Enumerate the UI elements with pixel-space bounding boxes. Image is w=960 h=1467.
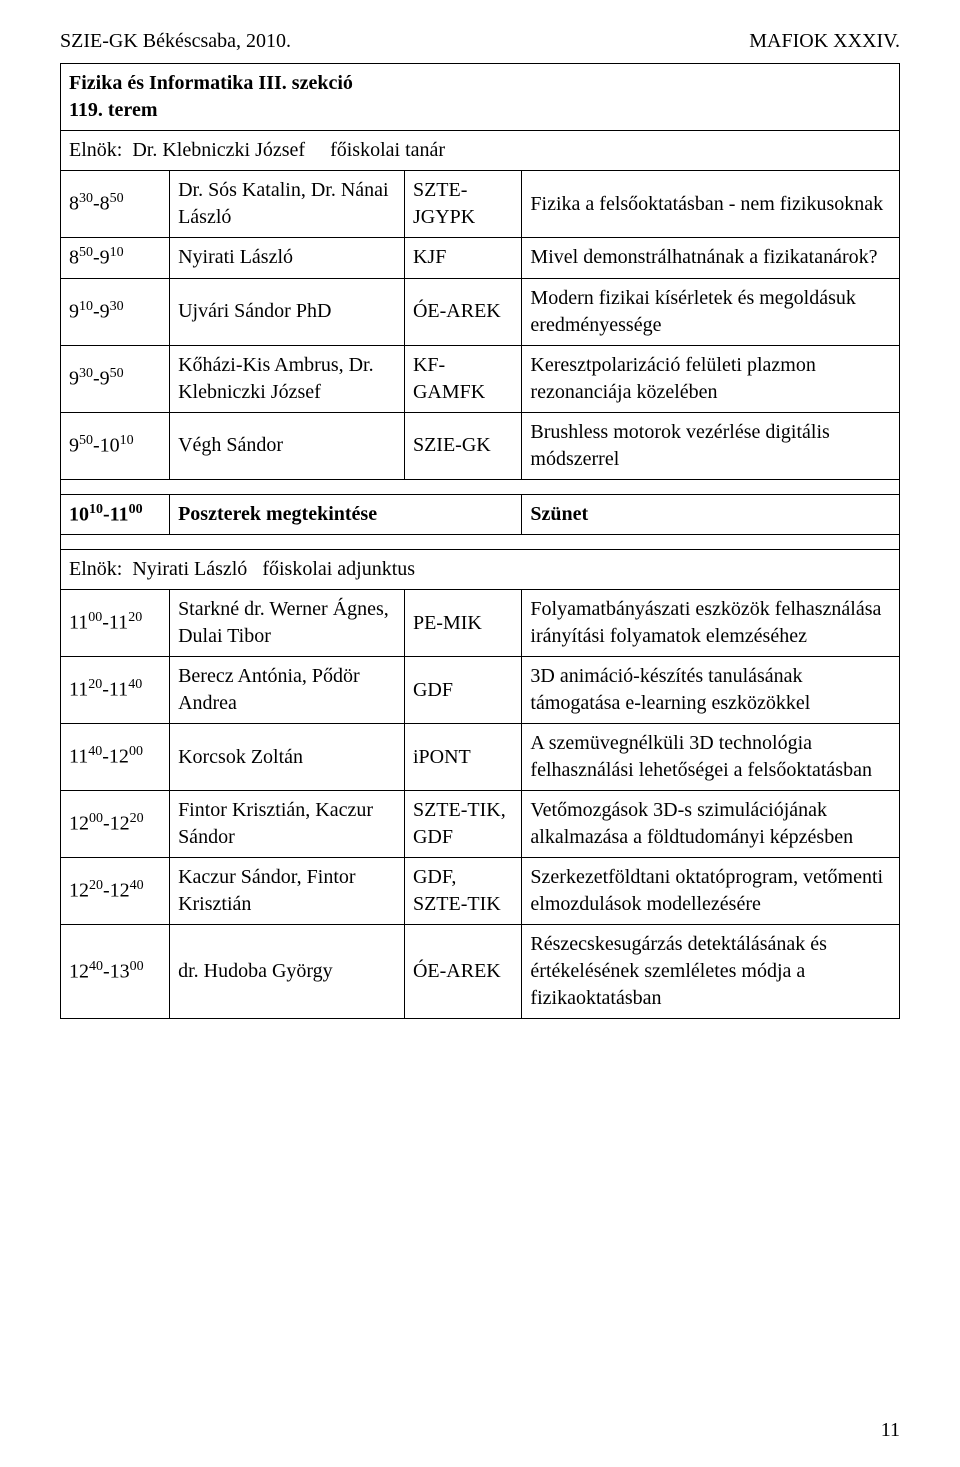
institution-cell: SZTE-TIK, GDF bbox=[404, 791, 521, 858]
time-cell: 830-850 bbox=[61, 171, 170, 238]
presenter-cell: Ujvári Sándor PhD bbox=[170, 278, 405, 345]
table-row: 930-950Kőházi-Kis Ambrus, Dr. Klebniczki… bbox=[61, 345, 900, 412]
time-cell: 930-950 bbox=[61, 345, 170, 412]
table-row: 1240-1300dr. Hudoba GyörgyÓE-AREKRészecs… bbox=[61, 925, 900, 1019]
page-header: SZIE-GK Békéscsaba, 2010. MAFIOK XXXIV. bbox=[60, 30, 900, 53]
institution-cell: ÓE-AREK bbox=[404, 278, 521, 345]
topic-cell: Szerkezetföldtani oktatóprogram, vetőmen… bbox=[522, 858, 900, 925]
table-row: 1200-1220Fintor Krisztián, Kaczur Sándor… bbox=[61, 791, 900, 858]
table-row: 1140-1200Korcsok ZoltániPONTA szemüvegné… bbox=[61, 724, 900, 791]
chair1-name: Dr. Klebniczki József bbox=[132, 139, 305, 161]
time-cell: 1120-1140 bbox=[61, 657, 170, 724]
institution-cell: SZTE-JGYPK bbox=[404, 171, 521, 238]
header-left: SZIE-GK Békéscsaba, 2010. bbox=[60, 30, 291, 53]
break-status: Szünet bbox=[522, 494, 900, 535]
table-row: 850-910Nyirati LászlóKJFMivel demonstrál… bbox=[61, 238, 900, 279]
table-row: 1100-1120Starkné dr. Werner Ágnes, Dulai… bbox=[61, 590, 900, 657]
presenter-cell: dr. Hudoba György bbox=[170, 925, 405, 1019]
topic-cell: Brushless motorok vezérlése digitális mó… bbox=[522, 412, 900, 479]
header-right: MAFIOK XXXIV. bbox=[749, 30, 900, 53]
topic-cell: Részecskesugárzás detektálásának és érté… bbox=[522, 925, 900, 1019]
chair-row-1: Elnök: Dr. Klebniczki József főiskolai t… bbox=[61, 131, 900, 171]
topic-cell: Fizika a felsőoktatásban - nem fizikusok… bbox=[522, 171, 900, 238]
presenter-cell: Korcsok Zoltán bbox=[170, 724, 405, 791]
time-cell: 1140-1200 bbox=[61, 724, 170, 791]
break-label: Poszterek megtekintése bbox=[170, 494, 522, 535]
institution-cell: GDF, SZTE-TIK bbox=[404, 858, 521, 925]
topic-cell: Folyamatbányászati eszközök felhasználás… bbox=[522, 590, 900, 657]
presenter-cell: Dr. Sós Katalin, Dr. Nánai László bbox=[170, 171, 405, 238]
table-row: 1120-1140Berecz Antónia, Pődör AndreaGDF… bbox=[61, 657, 900, 724]
time-cell: 850-910 bbox=[61, 238, 170, 279]
chair-row-2: Elnök: Nyirati László főiskolai adjunktu… bbox=[61, 550, 900, 590]
topic-cell: Vetőmozgások 3D-s szimulációjának alkalm… bbox=[522, 791, 900, 858]
table-row: 950-1010Végh SándorSZIE-GKBrushless moto… bbox=[61, 412, 900, 479]
topic-cell: Mivel demonstrálhatnának a fizikatanárok… bbox=[522, 238, 900, 279]
topic-cell: A szemüvegnélküli 3D technológia felhasz… bbox=[522, 724, 900, 791]
time-cell: 950-1010 bbox=[61, 412, 170, 479]
chair1-role: főiskolai tanár bbox=[330, 139, 445, 161]
time-cell: 1220-1240 bbox=[61, 858, 170, 925]
break-row: 1010-1100 Poszterek megtekintése Szünet bbox=[61, 494, 900, 535]
presenter-cell: Kőházi-Kis Ambrus, Dr. Klebniczki József bbox=[170, 345, 405, 412]
chair2-prefix: Elnök: bbox=[69, 558, 122, 580]
table-row: 910-930Ujvári Sándor PhDÓE-AREKModern fi… bbox=[61, 278, 900, 345]
time-cell: 910-930 bbox=[61, 278, 170, 345]
institution-cell: GDF bbox=[404, 657, 521, 724]
chair2-name: Nyirati László bbox=[132, 558, 247, 580]
topic-cell: 3D animáció-készítés tanulásának támogat… bbox=[522, 657, 900, 724]
presenter-cell: Végh Sándor bbox=[170, 412, 405, 479]
section-title-row: Fizika és Informatika III. szekció 119. … bbox=[61, 64, 900, 131]
spacer-row-1 bbox=[61, 479, 900, 494]
page: SZIE-GK Békéscsaba, 2010. MAFIOK XXXIV. … bbox=[0, 0, 960, 1467]
institution-cell: KJF bbox=[404, 238, 521, 279]
spacer-row-2 bbox=[61, 535, 900, 550]
presenter-cell: Berecz Antónia, Pődör Andrea bbox=[170, 657, 405, 724]
time-cell: 1200-1220 bbox=[61, 791, 170, 858]
table-row: 1220-1240Kaczur Sándor, Fintor Krisztián… bbox=[61, 858, 900, 925]
topic-cell: Keresztpolarizáció felületi plazmon rezo… bbox=[522, 345, 900, 412]
chair2-role: főiskolai adjunktus bbox=[262, 558, 415, 580]
break-time: 1010-1100 bbox=[61, 494, 170, 535]
presenter-cell: Kaczur Sándor, Fintor Krisztián bbox=[170, 858, 405, 925]
institution-cell: KF-GAMFK bbox=[404, 345, 521, 412]
presenter-cell: Starkné dr. Werner Ágnes, Dulai Tibor bbox=[170, 590, 405, 657]
topic-cell: Modern fizikai kísérletek és megoldásuk … bbox=[522, 278, 900, 345]
institution-cell: ÓE-AREK bbox=[404, 925, 521, 1019]
institution-cell: iPONT bbox=[404, 724, 521, 791]
institution-cell: PE-MIK bbox=[404, 590, 521, 657]
section-title-line2: 119. terem bbox=[69, 97, 891, 124]
time-cell: 1100-1120 bbox=[61, 590, 170, 657]
time-cell: 1240-1300 bbox=[61, 925, 170, 1019]
table-row: 830-850Dr. Sós Katalin, Dr. Nánai László… bbox=[61, 171, 900, 238]
institution-cell: SZIE-GK bbox=[404, 412, 521, 479]
presenter-cell: Fintor Krisztián, Kaczur Sándor bbox=[170, 791, 405, 858]
presenter-cell: Nyirati László bbox=[170, 238, 405, 279]
schedule-table: Fizika és Informatika III. szekció 119. … bbox=[60, 63, 900, 1019]
section-title-line1: Fizika és Informatika III. szekció bbox=[69, 70, 891, 97]
chair1-prefix: Elnök: bbox=[69, 139, 122, 161]
page-number: 11 bbox=[881, 1419, 900, 1442]
